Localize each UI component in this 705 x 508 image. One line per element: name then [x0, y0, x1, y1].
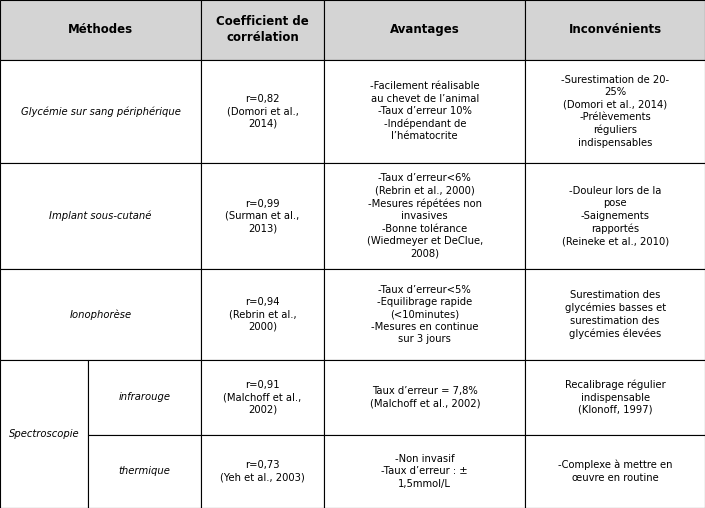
Polygon shape — [525, 0, 705, 60]
Polygon shape — [324, 0, 525, 60]
Polygon shape — [525, 269, 705, 360]
Text: -Complexe à mettre en
œuvre en routine: -Complexe à mettre en œuvre en routine — [558, 460, 673, 483]
Text: -Non invasif
-Taux d’erreur : ±
1,5mmol/L: -Non invasif -Taux d’erreur : ± 1,5mmol/… — [381, 454, 468, 489]
Text: Surestimation des
glycémies basses et
surestimation des
glycémies élevées: Surestimation des glycémies basses et su… — [565, 290, 666, 339]
Text: r=0,82
(Domori et al.,
2014): r=0,82 (Domori et al., 2014) — [227, 94, 298, 129]
Polygon shape — [201, 163, 324, 269]
Text: -Surestimation de 20-
25%
(Domori et al., 2014)
-Prélèvements
réguliers
indispen: -Surestimation de 20- 25% (Domori et al.… — [561, 75, 669, 148]
Polygon shape — [525, 60, 705, 163]
Polygon shape — [525, 163, 705, 269]
Text: r=0,94
(Rebrin et al.,
2000): r=0,94 (Rebrin et al., 2000) — [229, 297, 296, 332]
Text: r=0,91
(Malchoff et al.,
2002): r=0,91 (Malchoff et al., 2002) — [223, 380, 302, 415]
Polygon shape — [201, 269, 324, 360]
Polygon shape — [525, 435, 705, 508]
Polygon shape — [201, 360, 324, 435]
Polygon shape — [201, 0, 324, 60]
Polygon shape — [525, 360, 705, 435]
Polygon shape — [88, 435, 201, 508]
Text: Avantages: Avantages — [390, 23, 460, 37]
Text: Ionophorèse: Ionophorèse — [69, 309, 132, 320]
Text: r=0,73
(Yeh et al., 2003): r=0,73 (Yeh et al., 2003) — [220, 460, 305, 483]
Text: Glycémie sur sang périphérique: Glycémie sur sang périphérique — [20, 106, 180, 116]
Polygon shape — [0, 163, 201, 269]
Text: -Douleur lors de la
pose
-Saignements
rapportés
(Reineke et al., 2010): -Douleur lors de la pose -Saignements ra… — [562, 186, 668, 246]
Polygon shape — [324, 360, 525, 435]
Text: Spectroscopie: Spectroscopie — [9, 429, 80, 439]
Text: thermique: thermique — [118, 466, 171, 477]
Text: -Taux d’erreur<5%
-Equilibrage rapide
(<10minutes)
-Mesures en continue
sur 3 jo: -Taux d’erreur<5% -Equilibrage rapide (<… — [371, 284, 479, 344]
Polygon shape — [324, 60, 525, 163]
Polygon shape — [88, 360, 201, 435]
Polygon shape — [324, 163, 525, 269]
Polygon shape — [0, 360, 88, 508]
Text: Taux d’erreur = 7,8%
(Malchoff et al., 2002): Taux d’erreur = 7,8% (Malchoff et al., 2… — [369, 386, 480, 408]
Text: -Taux d’erreur<6%
(Rebrin et al., 2000)
-Mesures répétées non
invasives
-Bonne t: -Taux d’erreur<6% (Rebrin et al., 2000) … — [367, 173, 483, 259]
Text: Inconvénients: Inconvénients — [568, 23, 662, 37]
Text: -Facilement réalisable
au chevet de l’animal
-Taux d’erreur 10%
-Indépendant de
: -Facilement réalisable au chevet de l’an… — [370, 81, 479, 141]
Polygon shape — [0, 0, 201, 60]
Polygon shape — [201, 435, 324, 508]
Text: infrarouge: infrarouge — [118, 392, 171, 402]
Text: Coefficient de
corrélation: Coefficient de corrélation — [216, 15, 309, 45]
Polygon shape — [0, 269, 201, 360]
Text: Implant sous-cutané: Implant sous-cutané — [49, 211, 152, 221]
Polygon shape — [201, 60, 324, 163]
Text: Recalibrage régulier
indispensable
(Klonoff, 1997): Recalibrage régulier indispensable (Klon… — [565, 379, 666, 415]
Polygon shape — [0, 60, 201, 163]
Polygon shape — [324, 269, 525, 360]
Text: Méthodes: Méthodes — [68, 23, 133, 37]
Text: r=0,99
(Surman et al.,
2013): r=0,99 (Surman et al., 2013) — [226, 199, 300, 233]
Polygon shape — [324, 435, 525, 508]
